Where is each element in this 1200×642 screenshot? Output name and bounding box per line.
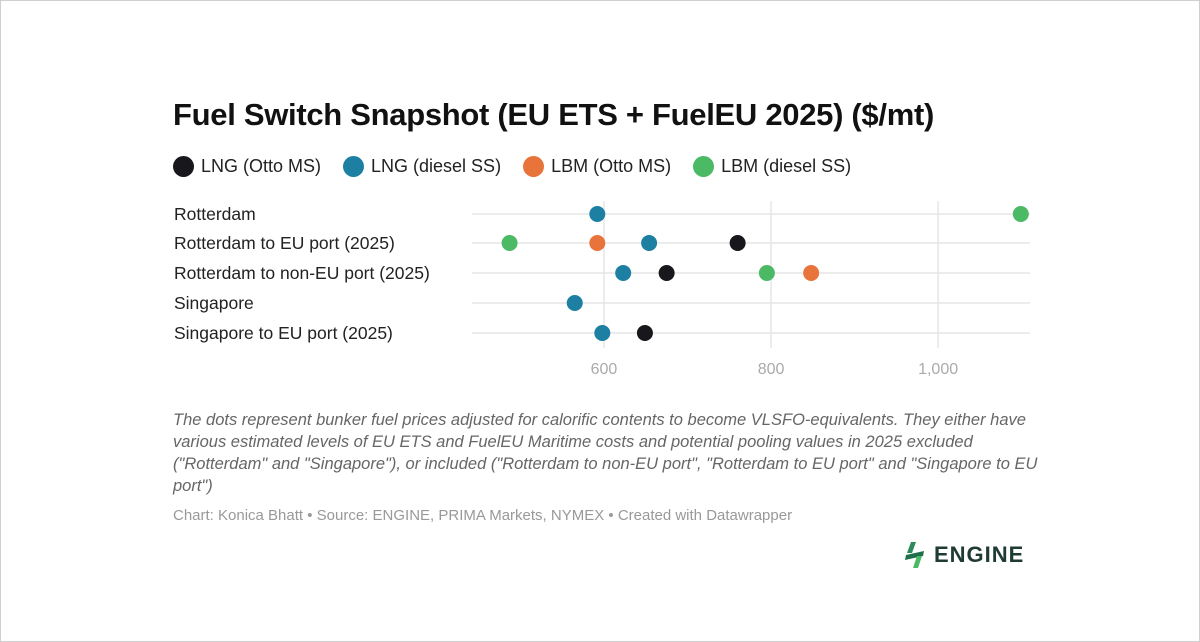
- legend-label: LBM (Otto MS): [551, 156, 672, 176]
- chart-credit: Chart: Konica Bhatt • Source: ENGINE, PR…: [173, 507, 793, 524]
- x-tick-label: 800: [758, 361, 785, 378]
- data-point: [758, 265, 775, 281]
- data-point: [729, 235, 746, 251]
- engine-logo-icon: [905, 542, 924, 568]
- data-point: [636, 325, 653, 341]
- x-tick-label: 600: [591, 361, 618, 378]
- legend-label: LBM (diesel SS): [721, 156, 852, 176]
- legend-swatch: [173, 156, 194, 177]
- legend-item: LBM (diesel SS): [693, 156, 851, 177]
- category-label: Rotterdam: [174, 204, 256, 224]
- legend-item: LNG (diesel SS): [343, 156, 501, 177]
- x-tick-label: 1,000: [918, 361, 958, 378]
- legend-item: LBM (Otto MS): [523, 156, 671, 177]
- legend: LNG (Otto MS) LNG (diesel SS) LBM (Otto MS…: [173, 156, 851, 177]
- plot-area: 600 800 1,000 Rotterdam Rotterdam to EU port…: [174, 201, 1030, 378]
- legend-swatch: [343, 156, 365, 177]
- legend-label: LNG (diesel SS): [371, 156, 502, 176]
- data-point: [658, 265, 675, 281]
- data-point: [641, 235, 658, 251]
- data-point: [803, 265, 820, 281]
- data-point: [1012, 206, 1029, 222]
- legend-swatch: [523, 156, 545, 177]
- chart-notes: The dots represent bunker fuel prices ad…: [173, 411, 1038, 495]
- engine-logo-text: ENGINE: [934, 542, 1025, 567]
- data-point: [566, 295, 583, 311]
- chart-title: Fuel Switch Snapshot (EU ETS + FuelEU 20…: [173, 97, 934, 132]
- legend-swatch: [693, 156, 715, 177]
- category-label: Rotterdam to EU port (2025): [174, 233, 395, 253]
- category-label: Rotterdam to non-EU port (2025): [174, 263, 430, 283]
- data-point: [589, 235, 606, 251]
- data-point: [594, 325, 611, 341]
- legend-label: LNG (Otto MS): [201, 156, 322, 176]
- data-point: [589, 206, 606, 222]
- data-point: [615, 265, 632, 281]
- engine-logo: ENGINE: [904, 542, 1024, 568]
- legend-item: LNG (Otto MS): [173, 156, 321, 177]
- category-label: Singapore to EU port (2025): [174, 323, 393, 343]
- data-point: [501, 235, 518, 251]
- category-label: Singapore: [174, 293, 254, 313]
